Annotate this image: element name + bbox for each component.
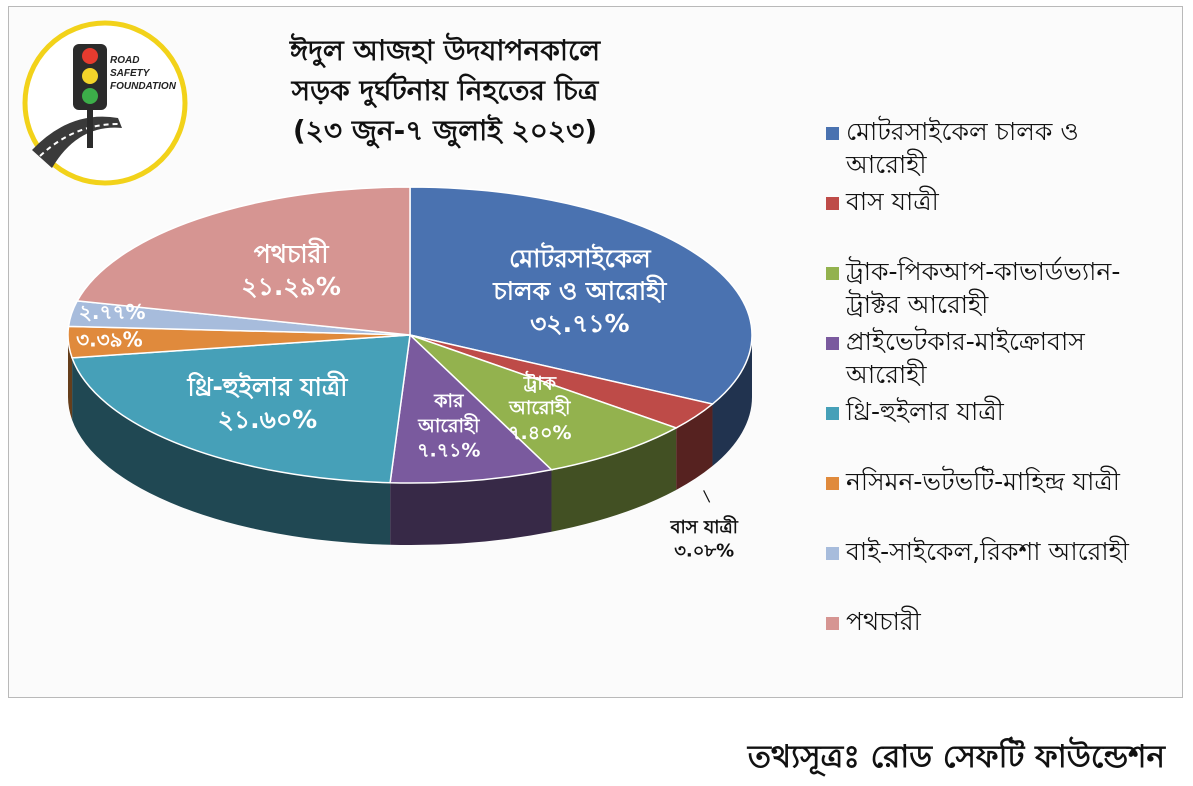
pie-slice-labels: মোটরসাইকেলচালক ও আরোহী৩২.৭১%বাস যাত্রী৩.… (76, 237, 739, 561)
slice-label-7-1: ২১.২৯% (241, 272, 341, 301)
slice-label-7-0: পথচারী (254, 237, 330, 268)
slice-label-3-0: কার (433, 390, 465, 412)
pie-side-2 (551, 427, 677, 532)
slice-label-4-0: থ্রি-হুইলার যাত্রী (187, 370, 349, 401)
legend-label-3-1: আরোহী (845, 359, 927, 389)
slice-label-1-0: বাস যাত্রী (670, 515, 739, 538)
legend-label-2-1: ট্রাক্টর আরোহী (845, 289, 989, 319)
legend-swatch-6 (826, 547, 839, 560)
pie-side-4 (72, 357, 391, 545)
legend-swatch-4 (826, 407, 839, 420)
slice-label-3-2: ৭.৭১% (417, 440, 480, 462)
pie-top-slices (67, 186, 753, 484)
legend-label-5-0: নসিমন-ভটভটি-মাহিন্দ্র যাত্রী (845, 466, 1121, 496)
slice-label-3-1: আরোহী (417, 413, 481, 437)
pie-slice-7 (75, 186, 411, 336)
pie-side-walls (68, 335, 752, 546)
legend-swatch-0 (826, 127, 839, 140)
legend-label-0-0: মোটরসাইকেল চালক ও (846, 116, 1079, 146)
pie-side-0 (712, 335, 752, 467)
slice-label-6-0: ২.৭৭% (79, 300, 146, 324)
legend-swatch-5 (826, 477, 839, 490)
legend-swatch-2 (826, 267, 839, 280)
logo-text-road: ROAD (110, 55, 139, 66)
legend-swatch-7 (826, 617, 839, 630)
logo-text-foundation: FOUNDATION (110, 81, 177, 92)
bus-label-leader (703, 490, 711, 503)
data-source: তথ্যসূত্রঃ রোড সেফটি ফাউন্ডেশন (747, 739, 1165, 775)
title-line-2: সড়ক দুর্ঘটনায় নিহতের চিত্র (291, 72, 600, 108)
slice-label-1-1: ৩.০৮% (674, 540, 734, 561)
slice-label-0-1: চালক ও আরোহী (492, 274, 667, 305)
slice-label-2-2: ৭.৪০% (508, 422, 571, 444)
pie-slice-3 (389, 333, 554, 484)
pie-slice-2 (409, 334, 678, 471)
legend-label-6-0: বাই-সাইকেল,রিকশা আরোহী (845, 536, 1130, 566)
pie-side-3 (390, 469, 552, 546)
title-line-1: ঈদুল আজহা উদযাপনকালে (289, 32, 601, 68)
chart-legend: মোটরসাইকেল চালক ওআরোহীবাস যাত্রীট্রাক-পি… (826, 116, 1130, 636)
chart-title: ঈদুল আজহা উদযাপনকালে সড়ক দুর্ঘটনায় নিহ… (289, 32, 601, 148)
slice-label-2-0: ট্রাক (523, 370, 557, 394)
legend-label-4-0: থ্রি-হুইলার যাত্রী (845, 396, 1005, 426)
slice-label-5-0: ৩.৩৯% (76, 327, 143, 351)
legend-label-3-0: প্রাইভেটকার-মাইক্রোবাস (846, 326, 1085, 356)
logo-text-safety: SAFETY (110, 68, 151, 79)
pie-slice-0 (409, 186, 753, 405)
slice-label-0-2: ৩২.৭১% (530, 309, 630, 338)
slice-label-0-0: মোটরসাইকেল (509, 242, 652, 273)
legend-label-2-0: ট্রাক-পিকআপ-কাভার্ডভ্যান- (845, 256, 1120, 286)
pie-slice-4 (71, 334, 411, 484)
road-safety-foundation-logo: ROAD SAFETY FOUNDATION (22, 20, 188, 186)
title-line-3: (২৩ জুন-৭ জুলাই ২০২৩) (293, 114, 597, 148)
slice-label-4-1: ২১.৬০% (218, 405, 318, 434)
slice-label-2-1: আরোহী (508, 395, 572, 419)
legend-swatch-1 (826, 197, 839, 210)
legend-label-1-0: বাস যাত্রী (845, 186, 940, 216)
pie-side-1 (676, 404, 713, 490)
legend-label-7-0: পথচারী (846, 606, 922, 636)
legend-swatch-3 (826, 337, 839, 350)
legend-label-0-1: আরোহী (845, 149, 927, 179)
